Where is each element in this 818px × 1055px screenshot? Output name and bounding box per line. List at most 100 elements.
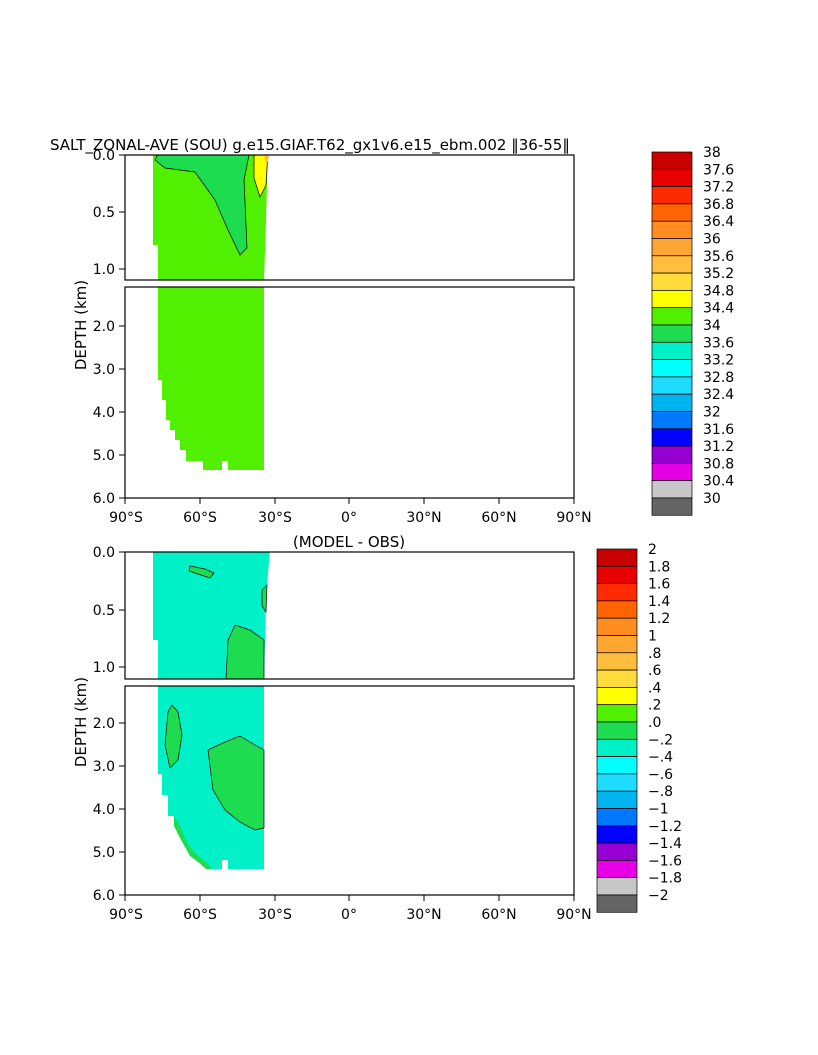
- colorbar-swatch: [651, 186, 693, 205]
- colorbar-label: −.6: [648, 767, 673, 783]
- colorbar-swatch: [651, 463, 693, 482]
- colorbar-swatch: [596, 600, 638, 619]
- colorbar-swatch: [596, 548, 638, 567]
- colorbar-label: 1.8: [648, 559, 670, 575]
- colorbar-label: 32.4: [703, 387, 734, 403]
- colorbar-label: 37.2: [703, 180, 734, 196]
- y-tick-label: 0.5: [93, 205, 115, 221]
- chart-1-title: SALT_ZONAL-AVE (SOU) g.e15.GIAF.T62_gx1v…: [50, 136, 570, 155]
- colorbar-swatch: [596, 635, 638, 654]
- chart-1-y-axis: 0.0 0.5 1.0 2.0 3.0 4.0 5.0 6.0 DEPTH (k…: [72, 148, 125, 507]
- y-tick-label: 4.0: [93, 405, 115, 421]
- chart-2-title: (MODEL - OBS): [293, 533, 405, 551]
- x-tick-label: 30°S: [258, 510, 292, 526]
- colorbar-swatch: [596, 704, 638, 723]
- anomaly-fill-positive-edge: [261, 584, 268, 614]
- chart-2: (MODEL - OBS): [72, 533, 682, 923]
- colorbar-swatch: [596, 773, 638, 792]
- y-tick-label: 3.0: [93, 362, 115, 378]
- x-tick-label: 0°: [341, 510, 357, 526]
- colorbar-swatch: [596, 583, 638, 602]
- chart-1-frame-upper: [124, 154, 575, 281]
- colorbar-label: −.8: [648, 784, 673, 800]
- x-tick-label: 90°S: [109, 907, 143, 923]
- x-tick-label: 60°S: [183, 907, 217, 923]
- colorbar-swatch: [651, 272, 693, 291]
- colorbar-swatch: [596, 860, 638, 879]
- colorbar-swatch: [651, 497, 693, 516]
- colorbar-label: 1.4: [648, 594, 670, 610]
- colorbar-swatch: [596, 652, 638, 671]
- x-tick-label: 30°S: [258, 907, 292, 923]
- colorbar-label: 36.8: [703, 197, 734, 213]
- colorbar-label: .2: [648, 698, 661, 714]
- colorbar-swatch: [596, 808, 638, 827]
- x-tick-label: 0°: [341, 907, 357, 923]
- colorbar-label: .0: [648, 715, 661, 731]
- chart-2-plot-lower: [124, 685, 575, 896]
- colorbar-swatch: [651, 168, 693, 187]
- chart-2-colorbar: 21.81.61.41.21.8.6.4.2.0−.2−.4−.6−.8−1−1…: [596, 542, 682, 913]
- y-tick-label: 0.0: [93, 148, 115, 164]
- anomaly-fill-main-lower: [158, 686, 264, 869]
- x-tick-label: 90°N: [556, 907, 591, 923]
- colorbar-label: 34: [703, 318, 721, 334]
- x-tick-label: 60°N: [481, 907, 516, 923]
- colorbar-label: 36.4: [703, 214, 734, 230]
- colorbar-label: −1: [648, 802, 669, 818]
- x-tick-label: 90°S: [109, 510, 143, 526]
- chart-2-frame-upper: [124, 551, 575, 680]
- colorbar-swatch: [651, 376, 693, 395]
- colorbar-swatch: [596, 842, 638, 861]
- anomaly-fill-positive-blob: [188, 565, 215, 579]
- colorbar-swatch: [596, 617, 638, 636]
- y-tick-label: 6.0: [93, 491, 115, 507]
- salinity-fill-orange-spot: [264, 155, 270, 162]
- colorbar-swatch: [651, 255, 693, 274]
- colorbar-label: 1.2: [648, 611, 670, 627]
- colorbar-swatch: [651, 307, 693, 326]
- colorbar-label: 36: [703, 232, 721, 248]
- x-tick-label: 90°N: [556, 510, 591, 526]
- colorbar-label: 32: [703, 405, 721, 421]
- colorbar-label: 38: [703, 145, 721, 161]
- colorbar-label: 30.4: [703, 474, 734, 490]
- colorbar-label: 35.2: [703, 266, 734, 282]
- x-tick-label: 60°S: [183, 510, 217, 526]
- y-tick-label: 4.0: [93, 802, 115, 818]
- y-tick-label: 3.0: [93, 759, 115, 775]
- y-tick-label: 0.5: [93, 603, 115, 619]
- colorbar-label: −.2: [648, 732, 673, 748]
- colorbar-swatch: [596, 825, 638, 844]
- x-tick-label: 30°N: [406, 907, 441, 923]
- y-axis-label: DEPTH (km): [72, 677, 90, 767]
- colorbar-swatch: [651, 324, 693, 343]
- colorbar-label: 37.6: [703, 162, 734, 178]
- salinity-fill-main-lower: [158, 287, 264, 470]
- colorbar-label: 34.4: [703, 301, 734, 317]
- colorbar-label: −1.6: [648, 853, 682, 869]
- colorbar-swatch: [651, 411, 693, 430]
- chart-1-colorbar: 3837.637.236.836.43635.635.234.834.43433…: [651, 145, 734, 516]
- colorbar-swatch: [651, 238, 693, 257]
- colorbar-swatch: [651, 359, 693, 378]
- colorbar-swatch: [596, 756, 638, 775]
- chart-1: SALT_ZONAL-AVE (SOU) g.e15.GIAF.T62_gx1v…: [50, 136, 734, 526]
- colorbar-label: .8: [648, 646, 661, 662]
- colorbar-label: 31.2: [703, 439, 734, 455]
- chart-2-plot-upper: [124, 551, 575, 680]
- chart-2-x-axis: 90°S 60°S 30°S 0° 30°N 60°N 90°N: [109, 895, 592, 923]
- colorbar-label: 33.2: [703, 353, 734, 369]
- y-tick-label: 1.0: [93, 262, 115, 278]
- colorbar-label: 30: [703, 491, 721, 507]
- colorbar-swatch: [596, 790, 638, 809]
- colorbar-label: 1.6: [648, 577, 670, 593]
- colorbar-swatch: [596, 877, 638, 896]
- chart-2-y-axis: 0.0 0.5 1.0 2.0 3.0 4.0 5.0 6.0 DEPTH (k…: [72, 545, 125, 904]
- y-tick-label: 2.0: [93, 319, 115, 335]
- colorbar-swatch: [596, 894, 638, 913]
- x-tick-label: 60°N: [481, 510, 516, 526]
- colorbar-swatch: [596, 721, 638, 740]
- colorbar-label: 35.6: [703, 249, 734, 265]
